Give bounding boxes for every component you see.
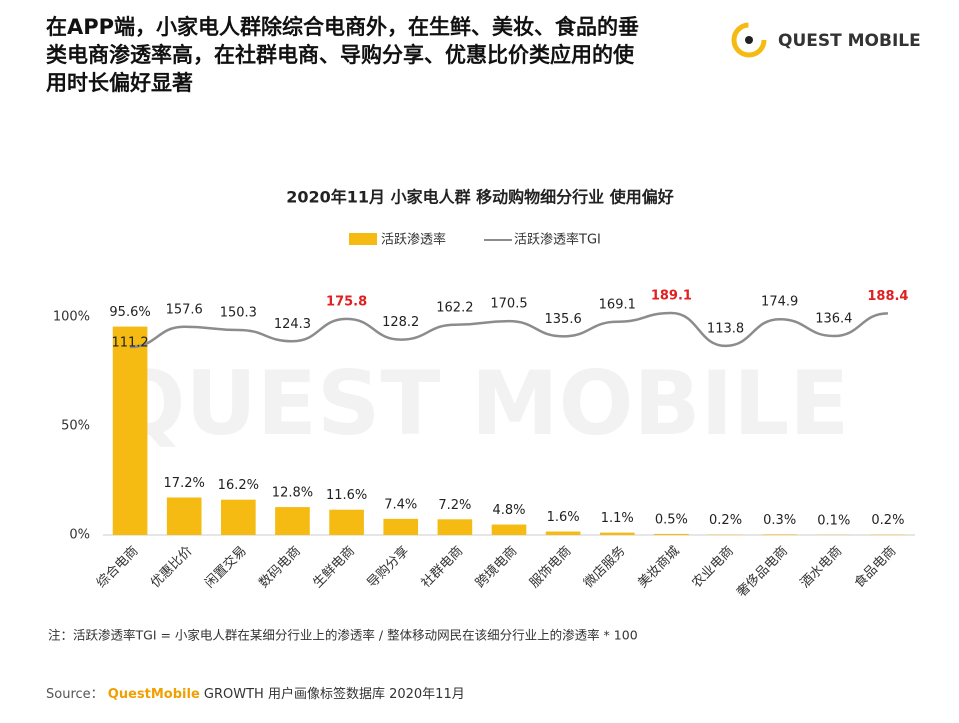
- y-tick-label: 100%: [53, 310, 90, 325]
- bar-label: 1.1%: [601, 511, 634, 526]
- tgi-label: 135.6: [545, 312, 582, 327]
- x-tick-label: 美妆商城: [635, 544, 682, 591]
- bar-label: 1.6%: [547, 510, 580, 525]
- bar-label: 12.8%: [272, 486, 313, 501]
- logo-text: QUEST MOBILE: [778, 31, 921, 51]
- x-tick-label: 生鲜电商: [311, 544, 358, 591]
- x-tick-label: 跨境电商: [473, 544, 520, 591]
- bar: [383, 519, 418, 535]
- y-tick-label: 50%: [61, 419, 90, 434]
- x-tick-label: 社群电商: [418, 543, 466, 591]
- bar: [113, 327, 148, 535]
- watermark: QUEST MOBILE: [111, 352, 850, 455]
- x-tick-label: 综合电商: [94, 544, 141, 591]
- bar-label: 95.6%: [109, 305, 150, 320]
- headline: 在APP端，小家电人群除综合电商外，在生鲜、美妆、食品的垂: [46, 15, 639, 39]
- tgi-label: 189.1: [651, 289, 692, 304]
- headline: 类电商渗透率高，在社群电商、导购分享、优惠比价类应用的使: [46, 43, 635, 67]
- source-text: GROWTH 用户画像标签数据库 2020年11月: [204, 686, 465, 702]
- tgi-label: 128.2: [382, 315, 419, 330]
- x-tick-label: 微店服务: [580, 543, 628, 591]
- x-tick-label: 食品电商: [851, 543, 899, 591]
- tgi-label: 162.2: [436, 300, 473, 315]
- logo-icon: [734, 25, 764, 55]
- bar: [438, 519, 473, 535]
- headline: 用时长偏好显著: [46, 71, 193, 95]
- x-tick-label: 数码电商: [256, 544, 303, 591]
- bar-label: 11.6%: [326, 488, 367, 503]
- bar: [546, 532, 581, 535]
- bar-label: 16.2%: [218, 478, 259, 493]
- bar: [221, 500, 256, 535]
- bar: [600, 533, 635, 535]
- bar-label: 7.2%: [438, 498, 471, 513]
- bar-label: 7.4%: [384, 497, 417, 512]
- bar: [492, 525, 527, 535]
- source: Source： QuestMobile GROWTH 用户画像标签数据库 202…: [46, 686, 465, 702]
- tgi-label: 169.1: [599, 297, 636, 312]
- tgi-label: 175.8: [326, 294, 367, 309]
- bar-label: 0.2%: [871, 513, 904, 528]
- bar: [167, 498, 202, 535]
- tgi-label: 174.9: [761, 295, 798, 310]
- x-tick-label: 酒水电商: [798, 544, 845, 591]
- x-tick-label: 服饰电商: [527, 544, 574, 591]
- tgi-label: 113.8: [707, 321, 744, 336]
- tgi-label: 124.3: [274, 317, 311, 332]
- bar-label: 0.1%: [817, 513, 850, 528]
- source-label: Source：: [46, 687, 104, 702]
- bar: [654, 534, 689, 535]
- bar-label: 4.8%: [492, 503, 525, 518]
- tgi-label: 170.5: [490, 297, 527, 312]
- x-tick-label: 优惠比价: [148, 544, 195, 591]
- chart-title: 2020年11月 小家电人群 移动购物细分行业 使用偏好: [286, 188, 674, 207]
- bar-label: 0.2%: [709, 513, 742, 528]
- legend-label: 活跃渗透率TGI: [514, 232, 601, 248]
- legend-swatch: [349, 233, 377, 245]
- tgi-label: 150.3: [220, 305, 257, 320]
- x-tick-label: 闲置交易: [202, 543, 250, 591]
- y-tick-label: 0%: [69, 528, 90, 543]
- tgi-label: 111.2: [111, 335, 148, 350]
- bar-label: 0.3%: [763, 513, 796, 528]
- tgi-label: 157.6: [166, 302, 203, 317]
- bar: [275, 507, 310, 535]
- bar-label: 0.5%: [655, 512, 688, 527]
- legend-label: 活跃渗透率: [381, 232, 446, 248]
- x-tick-label: 导购分享: [364, 543, 412, 591]
- tgi-label: 136.4: [815, 312, 852, 327]
- note: 注：活跃渗透率TGI = 小家电人群在某细分行业上的渗透率 / 整体移动网民在该…: [48, 628, 638, 643]
- bar: [329, 510, 364, 535]
- source-brand: QuestMobile: [108, 687, 200, 702]
- tgi-label: 188.4: [867, 289, 908, 304]
- x-tick-label: 农业电商: [689, 544, 736, 591]
- x-tick-label: 奢侈品电商: [734, 544, 791, 601]
- bar: [762, 534, 797, 535]
- bar-label: 17.2%: [164, 476, 205, 491]
